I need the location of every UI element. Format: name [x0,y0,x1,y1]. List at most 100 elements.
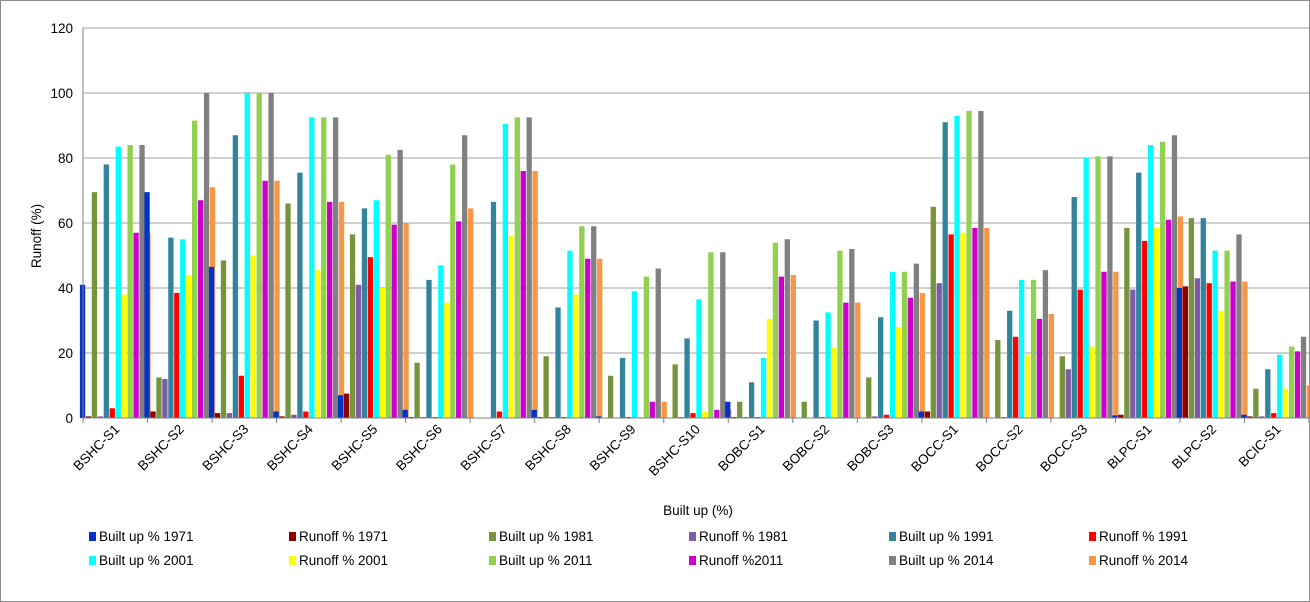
bar [1159,141,1166,418]
bar [748,382,755,418]
bar [1182,286,1189,418]
bar [1288,346,1295,418]
bar [918,411,925,418]
bar [426,279,432,418]
bar [801,401,807,418]
bar [708,252,714,418]
bar [520,171,526,418]
bar [1107,156,1113,418]
bar [226,413,233,418]
bar [720,252,726,418]
bar [1065,369,1071,418]
bar [1218,310,1224,418]
bar [496,411,503,418]
bar [843,302,849,418]
bar [579,226,585,418]
legend-swatch [689,556,696,565]
legend-swatch [89,556,96,565]
bar [855,302,861,418]
bar [1148,145,1154,418]
bar [878,317,884,418]
x-tick-label: BOCC-S3 [1037,422,1090,475]
bar [379,288,385,418]
bar [156,377,162,418]
axes [82,28,1309,423]
bar [355,284,362,418]
bar [978,110,984,418]
bar [321,117,327,418]
bar [203,93,210,418]
bar [262,180,268,418]
legend-swatch [889,556,896,565]
legend-label: Built up % 2014 [899,553,994,568]
legend-label: Runoff % 2014 [1099,553,1189,568]
bar [414,362,420,418]
bar [197,200,204,418]
legend-item: Built up % 2011 [489,553,689,568]
bar [180,239,186,418]
bar [332,117,339,418]
bar [1236,234,1242,418]
bar [1136,172,1142,418]
bar [162,379,168,418]
bar [1300,336,1307,418]
bar [655,268,661,418]
bar [532,171,538,418]
bar [1206,283,1212,418]
y-tick-label: 20 [58,346,73,361]
bar [1271,413,1277,418]
bar [895,327,902,418]
bar [866,377,872,418]
bar [1112,415,1118,418]
bar [1071,197,1077,418]
bar [960,232,966,418]
x-tick-label: BOBC-S3 [844,422,897,475]
x-tick-label: BSHC-S10 [646,422,703,479]
bar [813,320,819,418]
bar [948,234,954,418]
bar [766,318,773,418]
bar [450,164,456,418]
bar [936,283,942,418]
bar [403,223,409,418]
bar [889,271,896,418]
y-tick-label: 100 [50,86,73,101]
bar [1083,158,1089,418]
legend-item: Runoff % 1991 [1089,529,1289,544]
bar [1259,416,1265,418]
bar [954,115,960,418]
bar [1230,281,1236,418]
x-tick-label: BOBC-S2 [780,422,833,475]
bar [543,356,549,418]
bar [995,340,1001,418]
bar [337,395,344,418]
bar [1194,278,1200,418]
bar [702,411,708,418]
bar [831,348,837,418]
bar [343,393,350,418]
y-tick-label: 40 [58,281,73,296]
bar [144,192,150,418]
bar [1101,271,1107,418]
bar [327,201,333,418]
bar [1200,218,1206,418]
bar [1018,279,1025,418]
legend-label: Built up % 2001 [99,553,194,568]
bar [1077,289,1083,418]
bar [279,416,285,418]
bar [291,414,297,418]
bar [1095,156,1101,418]
bar [1306,385,1309,418]
bar [1013,336,1019,418]
bar [1007,310,1013,418]
bar [174,292,180,418]
bar [338,201,345,418]
bar [91,192,98,418]
bar [672,364,678,418]
x-tick-label: BSHC-S9 [587,422,639,474]
bar [273,411,279,418]
x-tick-label: BSHC-S3 [199,422,251,474]
bar [1048,314,1055,418]
legend-swatch [689,532,696,541]
